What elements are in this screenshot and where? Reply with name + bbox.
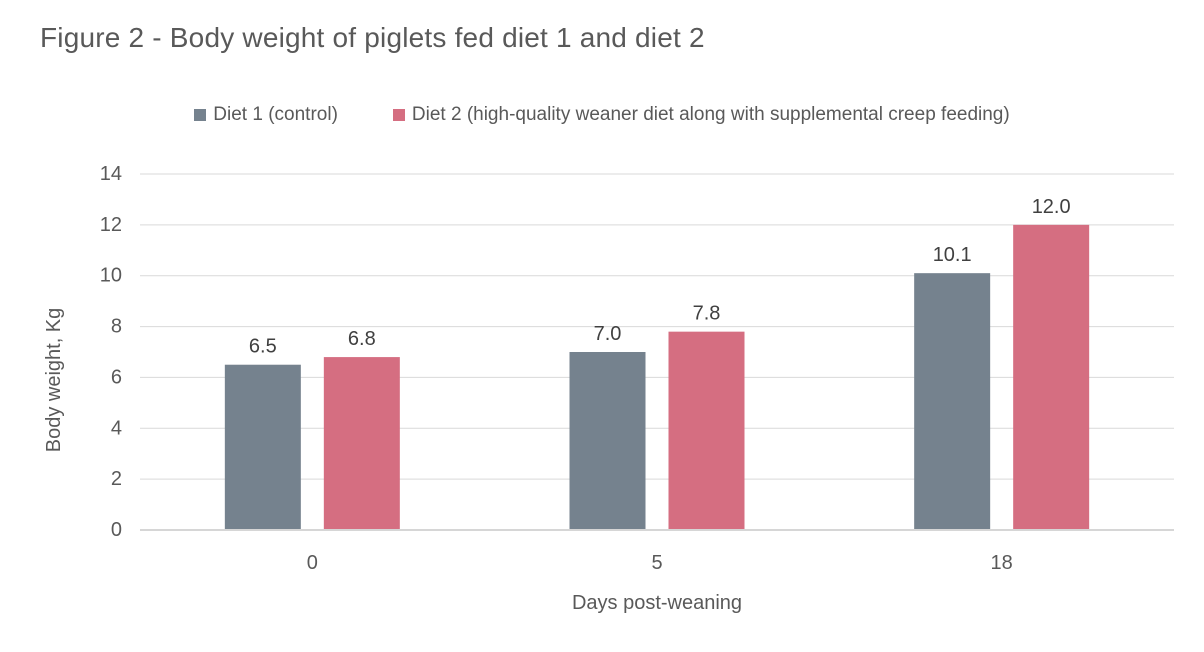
y-tick-label: 12: [100, 214, 122, 236]
y-tick-label: 10: [100, 265, 122, 287]
bar-series1-cat0: [224, 364, 301, 529]
y-tick-label: 14: [100, 163, 122, 185]
legend: Diet 1 (control) Diet 2 (high-quality we…: [0, 104, 1204, 126]
bar-series2-cat0: [323, 357, 400, 529]
bar-series2-cat5: [668, 331, 745, 529]
y-tick-label: 4: [111, 417, 122, 439]
bar-series1-cat18: [914, 273, 991, 529]
bar-value-label: 7.8: [693, 303, 721, 325]
bar-value-label: 12.0: [1032, 196, 1071, 218]
x-tick-label: 5: [651, 552, 662, 574]
y-tick-label: 6: [111, 366, 122, 388]
legend-label-diet1: Diet 1 (control): [213, 104, 338, 125]
legend-item-diet2: Diet 2 (high-quality weaner diet along w…: [392, 104, 1010, 126]
y-axis-title: Body weight, Kg: [43, 308, 65, 453]
x-tick-label: 18: [991, 552, 1013, 574]
y-tick-label: 0: [111, 519, 122, 541]
x-tick-label: 0: [307, 552, 318, 574]
legend-swatch-diet2: [392, 109, 405, 121]
y-tick-label: 8: [111, 316, 122, 338]
chart-title: Figure 2 - Body weight of piglets fed di…: [40, 22, 705, 53]
x-axis-title: Days post-weaning: [572, 592, 742, 614]
bar-value-label: 7.0: [594, 323, 622, 345]
bar-value-label: 10.1: [933, 244, 972, 266]
legend-item-diet1: Diet 1 (control): [194, 104, 338, 126]
bar-value-label: 6.8: [348, 328, 376, 350]
legend-label-diet2: Diet 2 (high-quality weaner diet along w…: [411, 104, 1010, 125]
y-tick-label: 2: [111, 468, 122, 490]
bar-series2-cat18: [1013, 224, 1090, 529]
bar-value-label: 6.5: [249, 336, 277, 358]
bar-series1-cat5: [569, 352, 646, 529]
legend-swatch-diet1: [194, 109, 207, 121]
